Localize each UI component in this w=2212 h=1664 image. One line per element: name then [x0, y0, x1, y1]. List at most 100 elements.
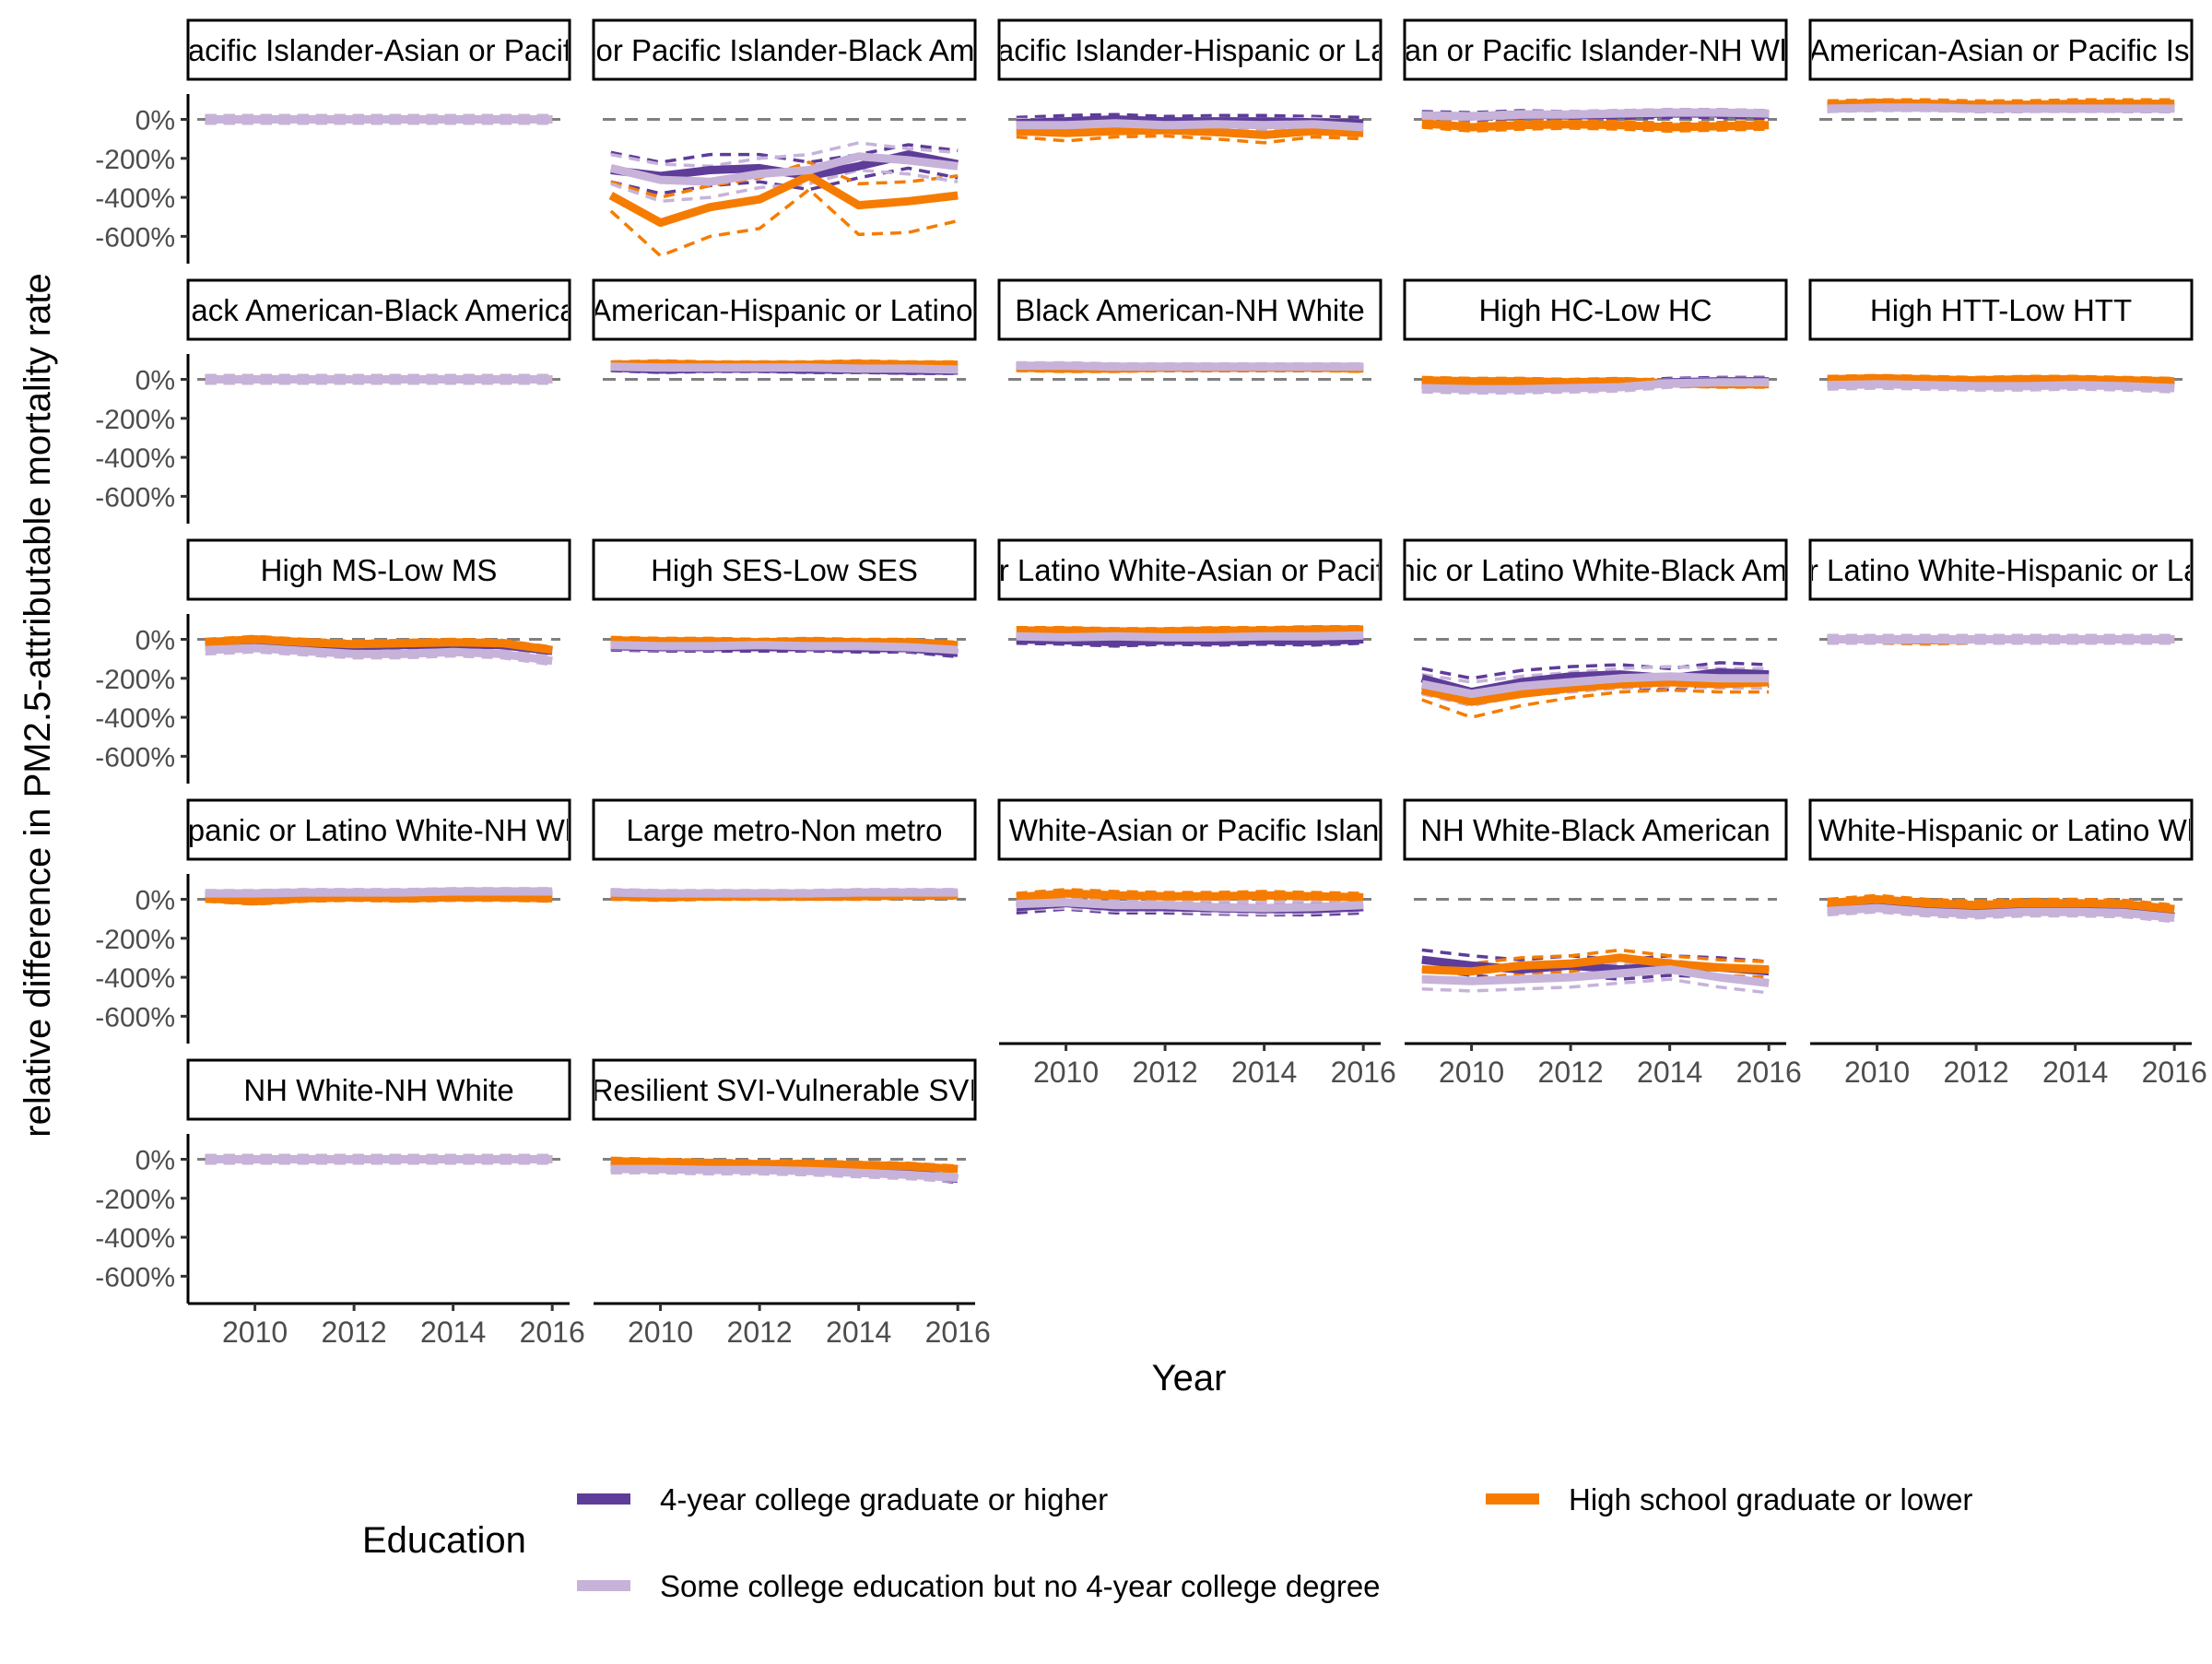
x-tick-label: 2010	[1844, 1056, 1910, 1089]
series-bound-some-lo	[1016, 906, 1364, 916]
y-tick-label: -400%	[95, 1223, 175, 1254]
facet-strip	[1808, 18, 2194, 81]
legend-label: 4-year college graduate or higher	[660, 1482, 1108, 1516]
facet-panel: Asian or Pacific Islander-Asian or Pacif…	[48, 18, 711, 264]
legend: Education 4-year college graduate or hig…	[362, 1482, 1972, 1603]
plot-area	[1414, 897, 1777, 995]
facet-panel: Asian or Pacific Islander-Hispanic or La…	[857, 18, 1524, 145]
x-tick-label: 2014	[1637, 1056, 1702, 1089]
facet-strip-label: High HC-Low HC	[1478, 293, 1712, 327]
plot-area	[197, 634, 560, 667]
facet-strip-label: Asian or Pacific Islander-Hispanic or La…	[857, 33, 1524, 67]
plot-area	[1819, 373, 2183, 394]
facet-strip-label: High HTT-Low HTT	[1870, 293, 2132, 327]
facet-strip	[592, 798, 977, 861]
x-tick-label: 2016	[2142, 1056, 2207, 1089]
y-tick-label: -600%	[95, 1262, 175, 1292]
facet-strip-label: Black American-Asian or Pacific Islander	[1728, 33, 2212, 67]
y-tick-label: 0%	[135, 625, 175, 655]
facet-strip-label: Hispanic or Latino White-Hispanic or Lat…	[1666, 553, 2212, 587]
facet-strip-label: NH White-Hispanic or Latino White	[1766, 813, 2212, 847]
series-bound-hs-lo	[609, 187, 959, 258]
facet-panel: Hispanic or Latino White-Asian or Pacifi…	[857, 538, 1524, 648]
series-line-some	[1827, 903, 2175, 923]
series-bound-hs-hi	[610, 160, 959, 199]
plot-area	[603, 635, 966, 659]
series-line-some	[1016, 361, 1364, 372]
facet-panel: Hispanic or Latino White-NH White 0% -200%…	[95, 798, 571, 1044]
facet-panel: Asian or Pacific Islander-Black American	[592, 18, 977, 258]
series-bound-hs-lo	[1016, 134, 1364, 145]
series-bound-some-lo	[610, 168, 959, 204]
facet-strip-label: Asian or Pacific Islander-Asian or Pacif…	[48, 33, 711, 67]
y-tick-label: -600%	[95, 1002, 175, 1033]
series-bound-college-hi	[610, 143, 959, 164]
facet-panel: Black American-Hispanic or Latino White	[592, 278, 977, 381]
plot-area	[197, 887, 560, 906]
facet-panel: Hispanic or Latino White-Hispanic or Lat…	[1666, 538, 2212, 646]
legend-item-college: 4-year college graduate or higher	[577, 1482, 1108, 1516]
facet-panel: Asian or Pacific Islander-NH White	[1403, 18, 1788, 133]
y-tick-label: -200%	[95, 145, 175, 175]
facet-panel: Large metro-Non metro	[592, 798, 977, 903]
series-line-some	[609, 152, 959, 186]
series-bound-some-lo	[1421, 977, 1770, 995]
plot-area	[1819, 633, 2183, 646]
series-bound-some-hi	[610, 141, 959, 169]
facet-panel: Black American-Asian or Pacific Islander	[1728, 18, 2212, 121]
x-tick-label: 2012	[322, 1316, 387, 1349]
series-line-some	[1827, 103, 2175, 113]
x-tick-label: 2010	[628, 1316, 693, 1349]
series-line-hs	[1827, 373, 2175, 386]
facet-strip	[997, 798, 1382, 861]
facet-strip-label: Large metro-Non metro	[627, 813, 943, 847]
facet-panel: Black American-Black American 0% -200% -400…	[95, 278, 571, 524]
plot-area	[197, 113, 560, 125]
facet-strip-label: Hispanic or Latino White-Black American	[1321, 553, 1870, 587]
series-line-hs	[1421, 953, 1770, 976]
plot-area	[1819, 98, 2183, 121]
plot-area	[1414, 637, 1777, 719]
plot-area	[603, 888, 966, 903]
facet-panel: High SES-Low SES	[592, 538, 977, 659]
facet-panel: Hispanic or Latino White-Black American	[1321, 538, 1870, 719]
x-tick-label: 2010	[222, 1316, 288, 1349]
series-line-some	[610, 641, 959, 655]
y-tick-label: -400%	[95, 183, 175, 214]
facet-strip	[1808, 538, 2194, 601]
facet-strip-label: Black American-NH White	[1015, 293, 1365, 327]
facet-strip-label: Resilient SVI-Vulnerable SVI	[592, 1073, 978, 1107]
x-tick-label: 2014	[2042, 1056, 2108, 1089]
facet-strip	[592, 278, 977, 341]
facet-strip-label: Hispanic or Latino White-Asian or Pacifi…	[857, 553, 1524, 587]
x-tick-label: 2016	[1331, 1056, 1396, 1089]
series-bound-college-hi	[1016, 112, 1364, 120]
series-line-hs	[205, 892, 553, 906]
y-tick-label: -400%	[95, 443, 175, 474]
y-tick-label: -600%	[95, 482, 175, 513]
y-tick-label: -400%	[95, 963, 175, 994]
facet-panel: Black American-NH White	[997, 278, 1382, 381]
legend-title: Education	[362, 1520, 526, 1561]
facet-panel: Resilient SVI-Vulnerable SVI 2010 2012 2014…	[592, 1058, 991, 1349]
legend-label: High school graduate or lower	[1569, 1482, 1972, 1516]
y-tick-label: -200%	[95, 925, 175, 955]
facet-strip	[186, 18, 571, 81]
series-line-some	[1421, 378, 1770, 394]
facet-panel: High MS-Low MS 0% -200% -400% -600%	[95, 538, 571, 784]
y-tick-label: 0%	[135, 885, 175, 915]
series-line-some	[1016, 119, 1364, 132]
legend-item-some: Some college education but no 4-year col…	[577, 1569, 1381, 1603]
x-tick-label: 2010	[1033, 1056, 1099, 1089]
legend-label: Some college education but no 4-year col…	[660, 1569, 1381, 1603]
x-tick-label: 2016	[1736, 1056, 1802, 1089]
facet-strip	[186, 1058, 571, 1121]
series-line-some	[610, 888, 959, 898]
facet-panel: NH White-Black American 2010 2012 2014 2016	[1403, 798, 1802, 1089]
y-tick-label: -600%	[95, 222, 175, 253]
facet-panel: NH White-NH White 0% -200% -400% -600% 2010 20…	[95, 1058, 585, 1349]
series-line-some	[205, 643, 553, 666]
series-line-some	[1016, 898, 1364, 913]
series-line-hs	[205, 635, 553, 655]
